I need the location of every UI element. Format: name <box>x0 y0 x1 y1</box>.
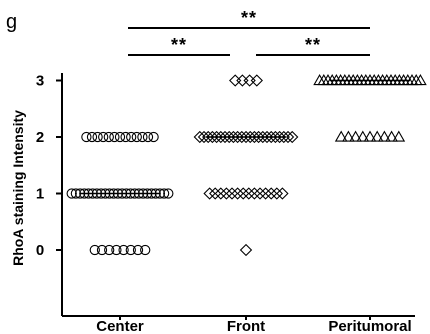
data-point-diamond <box>243 74 256 87</box>
x-tick-label: Front <box>227 318 265 334</box>
data-point-diamond <box>202 130 215 144</box>
data-point-circle <box>132 244 144 256</box>
data-point-triangle <box>370 130 384 142</box>
data-point-triangle <box>385 130 398 142</box>
data-point-diamond <box>223 130 236 144</box>
data-point-circle <box>109 131 120 143</box>
data-point-diamond <box>242 187 255 200</box>
data-point-diamond <box>259 187 272 200</box>
data-point-circle <box>118 244 129 256</box>
y-tick-label: 1 <box>36 186 44 203</box>
significance-brackets: ** ** ** <box>128 8 370 56</box>
data-point-diamond <box>225 187 239 200</box>
data-point-circle <box>92 131 103 143</box>
data-point-circle <box>66 188 77 199</box>
data-point-circle <box>120 131 131 143</box>
data-point-circle <box>96 244 108 256</box>
data-point-diamond <box>265 187 278 200</box>
data-point-triangle <box>378 130 391 142</box>
data-point-diamond <box>206 130 219 144</box>
data-point-diamond <box>203 187 216 200</box>
data-point-diamond <box>214 187 227 200</box>
data-point-diamond <box>269 130 282 144</box>
data-point-diamond <box>231 187 244 200</box>
data-point-circle <box>142 131 154 143</box>
significance-label: ** <box>305 35 321 55</box>
data-point-circle <box>86 131 98 143</box>
data-point-diamond <box>276 187 289 200</box>
data-point-diamond <box>250 74 263 87</box>
data-point-diamond <box>239 130 253 144</box>
data-point-triangle <box>392 130 406 142</box>
data-point-diamond <box>210 130 223 144</box>
axes: 0 1 2 3 Center Front Peritumoral <box>36 73 415 334</box>
data-point-diamond <box>277 130 290 144</box>
data-point-triangle <box>414 73 427 86</box>
data-point-diamond <box>273 130 286 144</box>
data-point-circle <box>126 131 137 143</box>
data-point-diamond <box>239 243 253 257</box>
data-point-diamond <box>218 130 232 144</box>
data-point-diamond <box>220 187 233 200</box>
data-point-diamond <box>237 187 250 200</box>
data-point-diamond <box>248 130 261 144</box>
data-point-circle <box>111 244 122 256</box>
data-point-circle <box>104 244 115 256</box>
data-point-circle <box>89 244 100 256</box>
y-axis-title: RhoA staining Intensity <box>10 110 26 266</box>
data-points <box>66 73 427 257</box>
data-point-diamond <box>236 74 249 87</box>
data-point-diamond <box>214 130 227 144</box>
y-tick-label: 3 <box>36 73 44 90</box>
y-tick-label: 2 <box>36 129 44 146</box>
data-point-circle <box>148 131 159 143</box>
data-point-triangle <box>356 130 370 142</box>
data-point-diamond <box>227 130 240 144</box>
data-point-diamond <box>270 187 283 200</box>
median-lines <box>80 79 410 195</box>
data-point-circle <box>131 131 142 143</box>
data-point-circle <box>103 131 114 143</box>
data-point-circle <box>114 131 126 143</box>
significance-label: ** <box>241 8 257 28</box>
data-point-diamond <box>253 187 267 200</box>
data-point-circle <box>98 131 109 143</box>
y-tick-label: 0 <box>36 242 44 259</box>
data-point-diamond <box>260 130 274 144</box>
data-point-diamond <box>256 130 269 144</box>
data-point-diamond <box>252 130 265 144</box>
data-point-diamond <box>248 187 261 200</box>
data-point-triangle <box>349 130 362 142</box>
data-point-diamond <box>244 130 257 144</box>
data-point-diamond <box>209 187 222 200</box>
data-point-circle <box>125 244 136 256</box>
data-point-triangle <box>334 130 348 142</box>
data-point-triangle <box>342 130 355 142</box>
data-point-diamond <box>231 130 244 144</box>
panel-label: g <box>6 11 17 33</box>
data-point-diamond <box>193 130 206 144</box>
data-point-circle <box>137 131 148 143</box>
data-point-diamond <box>197 130 211 144</box>
x-tick-label: Peritumoral <box>328 318 411 334</box>
data-point-diamond <box>229 74 242 87</box>
data-point-diamond <box>235 130 248 144</box>
data-point-diamond <box>281 130 295 144</box>
x-tick-label: Center <box>96 318 144 334</box>
data-point-circle <box>163 188 174 199</box>
data-point-circle <box>140 244 151 256</box>
data-point-diamond <box>265 130 278 144</box>
data-point-circle <box>81 131 92 143</box>
data-point-triangle <box>363 130 377 142</box>
data-point-diamond <box>286 130 299 144</box>
significance-label: ** <box>171 35 187 55</box>
